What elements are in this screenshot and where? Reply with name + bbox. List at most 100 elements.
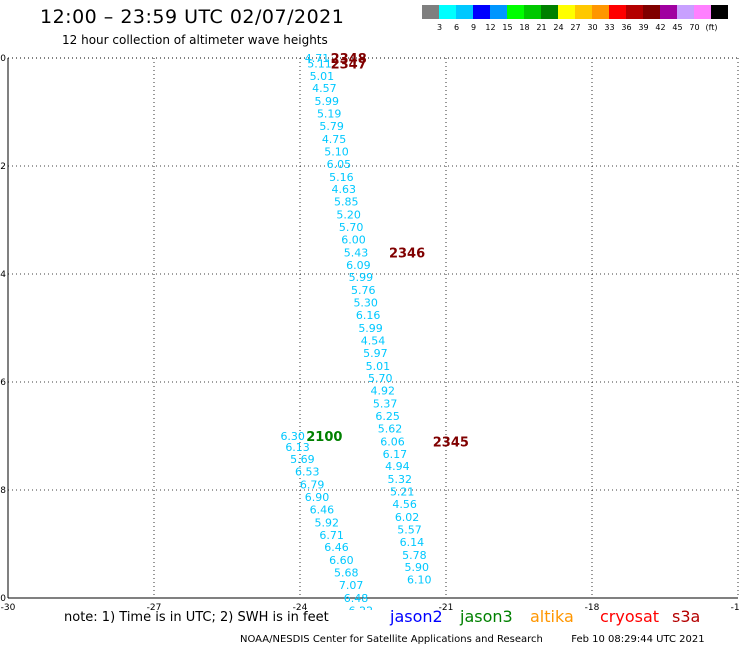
- scale-swatch: [609, 5, 626, 19]
- scale-label: 24: [553, 23, 564, 32]
- swh-value-label: 5.57: [397, 523, 422, 536]
- credit-text: NOAA/NESDIS Center for Satellite Applica…: [240, 634, 543, 645]
- scale-label: 12: [485, 23, 496, 32]
- swh-value-label: 5.01: [310, 70, 335, 83]
- y-tick-label: -24: [0, 270, 6, 280]
- y-tick-label: -22: [0, 162, 6, 172]
- y-tick-label: -30: [0, 594, 6, 604]
- x-tick-label: -30: [1, 603, 16, 610]
- scale-swatch: [558, 5, 575, 19]
- swh-value-label: 6.71: [319, 529, 344, 542]
- swh-value-label: 6.17: [383, 448, 408, 461]
- scale-swatch: [541, 5, 558, 19]
- swh-value-label: 5.62: [378, 422, 403, 435]
- swh-value-label: 5.10: [324, 145, 349, 158]
- swh-value-label: 6.16: [356, 309, 381, 322]
- y-tick-label: -20: [0, 54, 6, 64]
- scale-swatch: [507, 5, 524, 19]
- swh-value-label: 5.97: [363, 347, 388, 360]
- swh-value-label: 5.99: [315, 95, 340, 108]
- y-tick-label: -26: [0, 378, 6, 388]
- swh-value-label: 6.46: [324, 541, 349, 554]
- swh-value-label: 5.30: [353, 297, 378, 310]
- swh-value-label: 6.25: [375, 410, 400, 423]
- scale-swatch: [660, 5, 677, 19]
- swh-value-label: 5.70: [339, 221, 364, 234]
- swh-value-label: 5.37: [373, 398, 398, 411]
- swh-value-label: 6.13: [285, 441, 310, 454]
- scale-label: 9: [470, 23, 477, 32]
- scale-label: 70: [689, 23, 700, 32]
- scale-swatch: [711, 5, 728, 19]
- swh-value-label: 5.11: [307, 57, 332, 70]
- swh-value-label: 5.70: [368, 372, 393, 385]
- timestamp: Feb 10 08:29:44 UTC 2021: [571, 634, 705, 645]
- swh-value-label: 6.60: [329, 554, 354, 567]
- swh-value-label: 5.01: [366, 360, 391, 373]
- swh-value-label: 5.69: [290, 453, 315, 466]
- swh-value-label: 6.79: [300, 479, 325, 492]
- scale-label: 15: [502, 23, 513, 32]
- swh-value-label: 6.02: [395, 511, 420, 524]
- swh-value-label: 6.46: [310, 503, 335, 516]
- legend-item-jason3: jason3: [460, 607, 513, 626]
- scale-label: 36: [621, 23, 632, 32]
- swh-value-label: 6.90: [305, 491, 330, 504]
- swh-value-label: 5.85: [334, 196, 359, 209]
- scale-label: 30: [587, 23, 598, 32]
- swh-value-label: 4.94: [385, 460, 410, 473]
- swh-value-label: 6.22: [349, 604, 374, 610]
- swh-value-label: 6.53: [295, 466, 320, 479]
- scale-label: 6: [453, 23, 460, 32]
- scale-label: 27: [570, 23, 581, 32]
- scale-swatch: [422, 5, 439, 19]
- scale-swatch: [490, 5, 507, 19]
- scale-label: 33: [604, 23, 615, 32]
- scale-swatch: [524, 5, 541, 19]
- swh-value-label: 5.76: [351, 284, 376, 297]
- time-label: 2347: [331, 57, 367, 72]
- swh-value-label: 4.75: [322, 133, 347, 146]
- legend-item-s3a: s3a: [672, 607, 701, 626]
- x-tick-label: -27: [147, 603, 162, 610]
- scale-label: 45: [672, 23, 683, 32]
- swh-value-label: 5.90: [405, 561, 430, 574]
- time-label: 2348: [331, 52, 367, 67]
- scale-swatch: [456, 5, 473, 19]
- swh-value-label: 5.68: [334, 567, 359, 580]
- swh-value-label: 5.92: [315, 516, 340, 529]
- x-tick-label: -18: [585, 603, 600, 610]
- plot-area: -30 -27 -24 -21 -18 -15 -20 -22 -24 -26 -28 -30 4.71…: [0, 52, 740, 610]
- swh-value-label: 7.07: [339, 579, 364, 592]
- swh-value-label: 5.21: [390, 486, 415, 499]
- chart-subtitle: 12 hour collection of altimeter wave hei…: [62, 33, 328, 47]
- swh-value-label: 4.92: [370, 385, 395, 398]
- scale-label: 21: [536, 23, 547, 32]
- scale-swatch: [643, 5, 660, 19]
- y-tick-label: -28: [0, 486, 6, 496]
- legend-item-altika: altika: [530, 607, 574, 626]
- swh-value-label: 5.19: [317, 108, 342, 121]
- swh-value-label: 5.99: [349, 271, 374, 284]
- scale-swatch: [473, 5, 490, 19]
- swh-value-label: 5.99: [358, 322, 383, 335]
- swh-value-label: 6.06: [380, 435, 405, 448]
- swh-value-label: 5.16: [329, 171, 354, 184]
- scale-swatch: [626, 5, 643, 19]
- swh-value-label: 6.05: [327, 158, 352, 171]
- scale-swatch: [677, 5, 694, 19]
- swh-value-label: 6.30: [280, 430, 305, 443]
- swh-value-label: 5.78: [402, 549, 427, 562]
- legend-item-cryosat: cryosat: [600, 607, 660, 626]
- swh-value-label: 4.54: [361, 334, 386, 347]
- swh-value-label: 6.00: [341, 233, 366, 246]
- scale-swatch: [694, 5, 711, 19]
- time-label: 2100: [306, 430, 342, 445]
- x-tick-label: -15: [731, 603, 740, 610]
- scale-swatch: [439, 5, 456, 19]
- swh-value-label: 6.48: [344, 592, 369, 605]
- swh-value-label: 6.10: [407, 574, 432, 587]
- legend-item-jason2: jason2: [390, 607, 443, 626]
- scale-swatch: [592, 5, 609, 19]
- scale-label: 18: [519, 23, 530, 32]
